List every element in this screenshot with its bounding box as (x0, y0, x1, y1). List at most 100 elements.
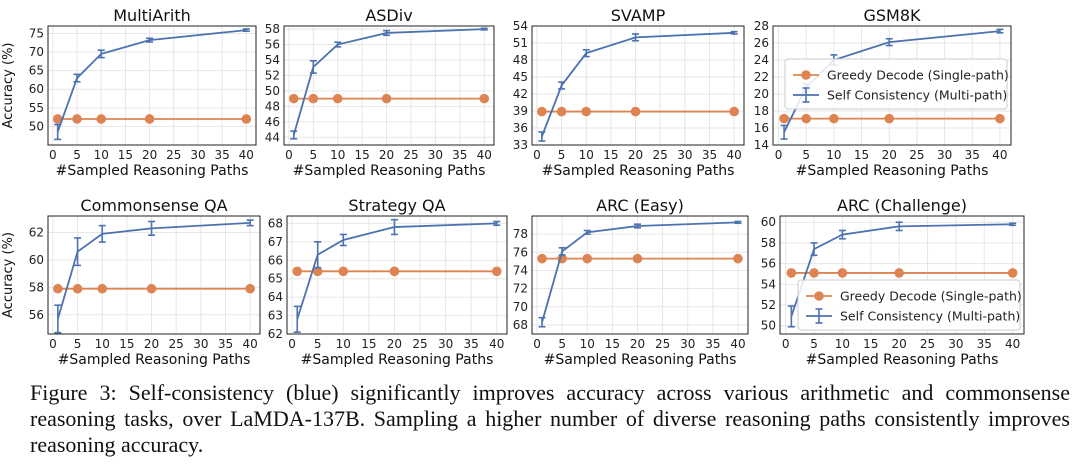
x-axis-label: #Sampled Reasoning Paths (301, 352, 494, 368)
x-tick-label: 20 (387, 337, 402, 351)
error-bar (148, 220, 156, 237)
x-tick-label: 25 (412, 337, 427, 351)
greedy-point (733, 253, 743, 264)
x-tick-label: 5 (314, 337, 322, 351)
greedy-point (582, 253, 593, 264)
y-tick-label: 14 (754, 138, 769, 152)
greedy-point (245, 283, 255, 294)
x-tick-label: 35 (705, 337, 720, 351)
x-tick-label: 10 (579, 148, 594, 162)
x-tick-label: 5 (558, 337, 566, 351)
error-bar (390, 218, 398, 236)
y-tick-label: 56 (761, 257, 776, 271)
x-tick-label: 20 (630, 337, 645, 351)
legend-greedy-marker (801, 70, 811, 80)
x-tick-label: 20 (628, 148, 643, 162)
error-bar (339, 233, 347, 247)
legend-sc-label: Self Consistency (Multi-path) (840, 309, 1020, 324)
x-axis-label: #Sampled Reasoning Paths (806, 352, 999, 368)
error-bar (334, 41, 342, 48)
error-bar (885, 37, 893, 47)
y-tick-label: 58 (761, 236, 776, 250)
y-tick-label: 36 (513, 121, 528, 135)
plot-frame (531, 215, 749, 335)
error-bar (54, 123, 62, 141)
error-bar (558, 246, 566, 256)
error-bar (632, 33, 640, 42)
x-tick-label: 35 (214, 148, 229, 162)
plot-frame (286, 215, 508, 335)
x-tick-label: 10 (95, 337, 110, 351)
legend-box (797, 279, 1021, 331)
x-tick-label: 0 (782, 337, 790, 351)
y-tick-label: 52 (265, 68, 280, 82)
x-tick-label: 40 (489, 337, 504, 351)
x-tick-label: 35 (464, 337, 479, 351)
y-tick-label: 46 (265, 115, 280, 129)
x-tick-label: 10 (835, 337, 850, 351)
x-tick-label: 0 (775, 148, 783, 162)
greedy-point (338, 266, 349, 277)
y-tick-label: 16 (754, 121, 769, 135)
error-bar (895, 221, 903, 232)
greedy-point (96, 114, 107, 124)
chart-title: MultiArith (113, 6, 191, 25)
greedy-point (72, 114, 82, 124)
x-tick-label: 15 (603, 148, 618, 162)
greedy-point (884, 113, 895, 124)
error-bar (734, 220, 742, 225)
y-tick-label: 33 (513, 138, 528, 152)
error-bar (538, 131, 546, 142)
greedy-point (241, 114, 252, 124)
x-tick-label: 30 (680, 337, 695, 351)
chart-title: ASDiv (365, 6, 412, 25)
x-tick-label: 10 (580, 337, 595, 351)
y-tick-label: 45 (513, 70, 528, 84)
greedy-point (581, 106, 592, 117)
greedy-point (312, 266, 323, 277)
error-bar (538, 316, 546, 328)
greedy-point (292, 266, 303, 277)
x-tick-label: 5 (802, 148, 810, 162)
y-tick-label: 51 (513, 36, 528, 50)
error-bar (996, 28, 1004, 34)
x-tick-label: 25 (655, 337, 670, 351)
x-tick-label: 15 (118, 148, 133, 162)
error-bar (780, 124, 788, 140)
y-tick-label: 24 (754, 53, 769, 67)
y-tick-label: 54 (513, 19, 528, 33)
y-tick-label: 60 (29, 253, 44, 267)
greedy-point (837, 268, 848, 278)
chart-title: ARC (Challenge) (837, 196, 967, 215)
y-tick-label: 50 (265, 84, 280, 98)
error-bar (633, 223, 641, 229)
greedy-point (288, 93, 299, 104)
error-bar (1009, 222, 1017, 227)
greedy-point (97, 283, 108, 294)
error-bar (98, 224, 106, 243)
error-bar (54, 304, 62, 334)
y-tick-label: 58 (29, 280, 44, 294)
y-tick-label: 72 (513, 282, 528, 296)
x-tick-label: 40 (242, 337, 257, 351)
x-tick-label: 40 (239, 148, 254, 162)
x-axis-label: #Sampled Reasoning Paths (58, 352, 251, 368)
y-tick-label: 20 (754, 87, 769, 101)
greedy-point (894, 268, 904, 278)
y-tick-label: 67 (268, 235, 283, 249)
chart-panel-6: 0 5 10 15 20 25 30 35 40 62 63 64 65 66 67 68 Strategy Q… (268, 196, 508, 368)
y-tick-label: 26 (754, 36, 769, 50)
chart-panel-7: 0 5 10 15 20 25 30 35 40 68 70 72 74 76 78 ARC (Easy) #S… (513, 196, 749, 368)
x-tick-label: 30 (948, 337, 963, 351)
legend-sc-label: Self Consistency (Multi-path) (827, 88, 1007, 103)
greedy-point (308, 93, 319, 104)
error-bar (293, 305, 301, 333)
y-tick-label: 54 (265, 53, 280, 67)
x-tick-label: 20 (379, 148, 394, 162)
greedy-point (632, 253, 643, 264)
y-tick-label: 56 (265, 38, 280, 52)
x-tick-label: 5 (810, 337, 818, 351)
x-tick-label: 20 (144, 337, 159, 351)
chart-panel-1: 0 5 10 15 20 25 30 35 40 50 55 60 65 70 75 MultiArith #S… (1, 6, 257, 179)
x-tick-label: 10 (336, 337, 351, 351)
